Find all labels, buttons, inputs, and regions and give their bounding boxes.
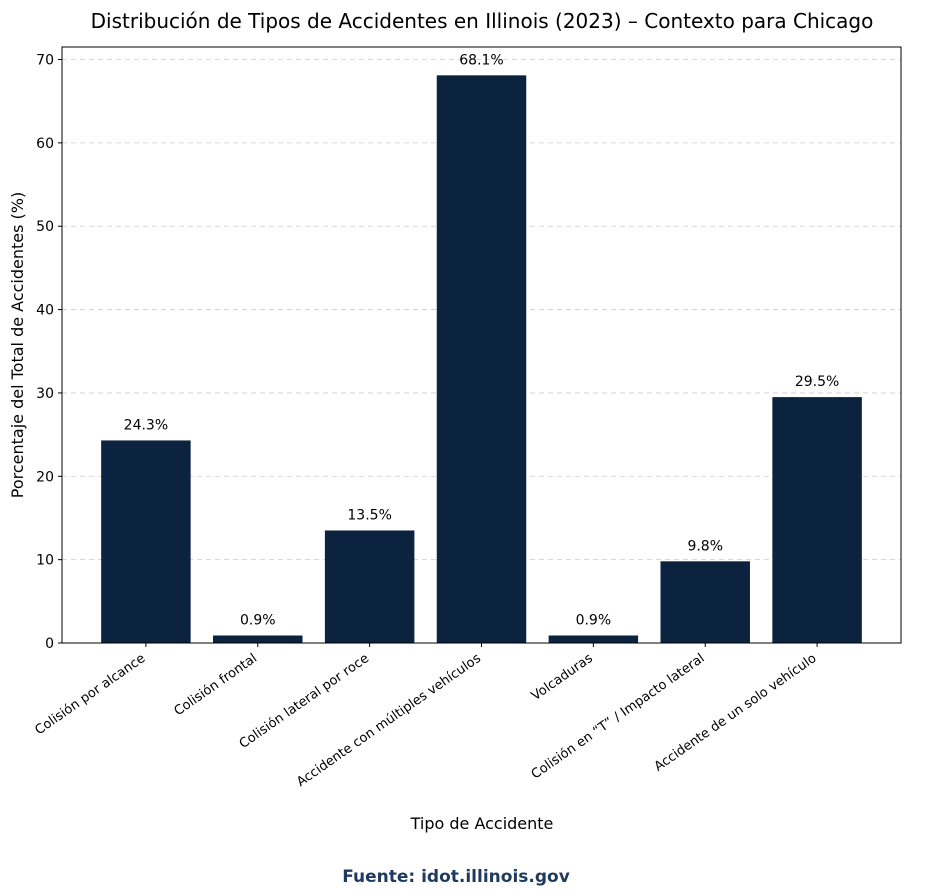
bar (101, 440, 191, 643)
x-axis-label: Tipo de Accidente (410, 814, 554, 833)
x-tick-label: Accidente con múltiples vehículos (294, 651, 484, 790)
x-tick-label: Colisión frontal (172, 651, 260, 719)
y-tick-label: 20 (36, 469, 54, 485)
data-label: 0.9% (240, 612, 276, 628)
bar (324, 530, 415, 643)
y-tick-label: 10 (36, 553, 54, 569)
y-axis-label: Porcentaje del Total de Accidentes (%) (8, 192, 27, 498)
data-label: 0.9% (576, 612, 612, 628)
bar (772, 397, 862, 643)
bar (436, 75, 527, 644)
data-label: 24.3% (124, 417, 168, 433)
x-tick-label: Colisión por alcance (32, 651, 148, 738)
bar (548, 635, 639, 643)
data-label: 68.1% (459, 52, 503, 68)
x-tick-label: Volcaduras (529, 651, 596, 704)
x-tick-label: Colisión en “T” / Impacto lateral (529, 651, 708, 782)
bar (660, 561, 750, 643)
data-label: 9.8% (687, 538, 723, 554)
data-label: 13.5% (347, 507, 391, 523)
y-tick-label: 0 (45, 636, 54, 652)
y-tick-label: 70 (36, 53, 54, 69)
y-tick-label: 30 (36, 386, 54, 402)
y-tick-label: 40 (36, 303, 54, 319)
axes-frame (61, 46, 902, 644)
chart-title: Distribución de Tipos de Accidentes en I… (91, 9, 874, 33)
y-tick-label: 50 (36, 219, 54, 235)
y-tick-label: 60 (36, 136, 54, 152)
data-label: 29.5% (795, 374, 839, 390)
source-footer: Fuente: idot.illinois.gov (342, 867, 570, 887)
bar (213, 635, 303, 643)
